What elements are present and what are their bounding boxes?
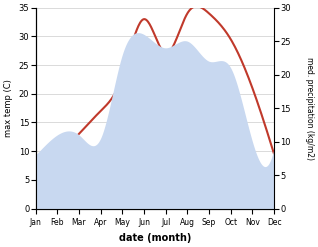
Y-axis label: max temp (C): max temp (C)	[4, 79, 13, 137]
Y-axis label: med. precipitation (kg/m2): med. precipitation (kg/m2)	[305, 57, 314, 160]
X-axis label: date (month): date (month)	[119, 233, 191, 243]
